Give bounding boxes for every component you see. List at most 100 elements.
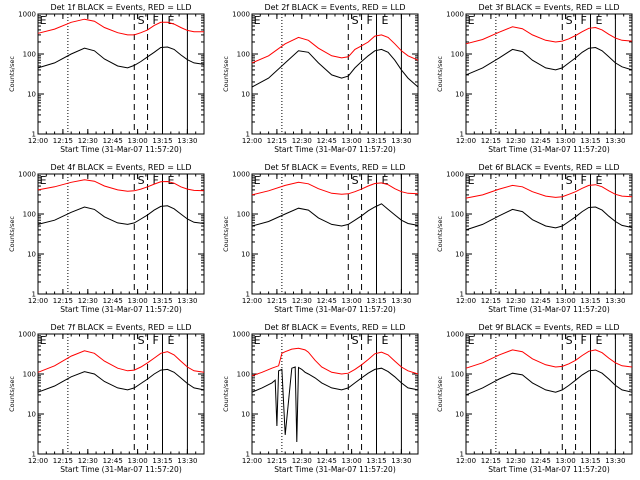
marker-label-s: S	[352, 14, 359, 27]
x-tick-label: 12:45	[531, 457, 551, 465]
marker-label-e: E	[595, 334, 602, 347]
x-tick-label: 13:00	[342, 457, 362, 465]
x-tick-label: 12:45	[317, 457, 337, 465]
x-tick-label: 12:15	[481, 297, 501, 305]
x-tick-label: 13:30	[391, 297, 411, 305]
marker-label-f: F	[153, 334, 159, 347]
marker-label-e: E	[40, 14, 47, 27]
marker-label-e: E	[595, 174, 602, 187]
y-tick-label: 100	[237, 51, 250, 59]
panel-title: Det 1f BLACK = Events, RED = LLD	[50, 3, 191, 12]
y-tick-label: 1000	[18, 11, 36, 19]
y-tick-label: 10	[455, 411, 464, 419]
series-lld-red	[251, 34, 419, 64]
panel-det-9f: Det 9f BLACK = Events, RED = LLD 1 10 100 10…	[436, 323, 633, 474]
panel-det-6f: Det 6f BLACK = Events, RED = LLD 1 10 100 10…	[436, 163, 633, 314]
x-tick-label: 12:00	[242, 297, 262, 305]
marker-label-s: S	[566, 174, 573, 187]
x-tick-label: 13:15	[580, 137, 600, 145]
marker-label-e: E	[468, 14, 475, 27]
y-tick-label: 100	[451, 371, 464, 379]
panel-det-3f: Det 3f BLACK = Events, RED = LLD 1 10 100 10…	[436, 3, 633, 154]
x-tick-label: 13:15	[152, 297, 172, 305]
x-tick-label: 12:00	[28, 137, 48, 145]
y-tick-label: 10	[455, 91, 464, 99]
x-tick-label: 12:15	[481, 457, 501, 465]
x-tick-label: 12:15	[53, 137, 73, 145]
y-tick-label: 1	[460, 131, 464, 139]
series-events-black	[251, 366, 419, 443]
marker-label-s: S	[138, 14, 145, 27]
marker-label-f: F	[581, 334, 587, 347]
y-tick-label: 1000	[232, 331, 250, 339]
y-axis-label: Counts/sec	[222, 376, 230, 412]
y-tick-label: 1000	[446, 11, 464, 19]
x-axis-label: Start Time (31-Mar-07 11:57:20)	[274, 305, 396, 314]
x-tick-label: 12:45	[103, 457, 123, 465]
marker-label-f: F	[581, 174, 587, 187]
plot-frame	[37, 333, 205, 455]
panel-title: Det 8f BLACK = Events, RED = LLD	[264, 323, 405, 332]
series-events-black	[465, 206, 633, 231]
panel-title: Det 5f BLACK = Events, RED = LLD	[264, 163, 405, 172]
y-tick-label: 1	[460, 451, 464, 459]
x-tick-label: 12:00	[242, 137, 262, 145]
y-tick-label: 10	[27, 91, 36, 99]
series-lld-red	[465, 184, 633, 199]
x-axis-label: Start Time (31-Mar-07 11:57:20)	[60, 145, 182, 154]
marker-label-e: E	[167, 334, 174, 347]
marker-label-e: E	[595, 14, 602, 27]
x-tick-label: 13:30	[177, 297, 197, 305]
x-tick-label: 12:45	[103, 297, 123, 305]
x-axis-label: Start Time (31-Mar-07 11:57:20)	[274, 145, 396, 154]
plot-frame	[37, 173, 205, 295]
marker-label-e: E	[167, 174, 174, 187]
plot-frame	[251, 13, 419, 135]
y-tick-label: 100	[23, 211, 36, 219]
x-tick-label: 12:15	[481, 137, 501, 145]
y-tick-label: 1	[246, 131, 250, 139]
x-tick-label: 12:15	[53, 457, 73, 465]
y-axis-label: Counts/sec	[222, 56, 230, 92]
x-tick-label: 12:45	[317, 137, 337, 145]
x-tick-label: 12:00	[456, 137, 476, 145]
series-lld-red	[251, 347, 419, 377]
marker-label-e: E	[40, 174, 47, 187]
y-tick-label: 100	[451, 51, 464, 59]
y-tick-label: 10	[27, 251, 36, 259]
y-axis-label: Counts/sec	[436, 56, 444, 92]
x-tick-label: 12:30	[506, 137, 526, 145]
x-tick-label: 12:30	[292, 137, 312, 145]
x-tick-label: 12:00	[28, 457, 48, 465]
y-axis-label: Counts/sec	[222, 216, 230, 252]
marker-label-e: E	[381, 14, 388, 27]
marker-label-e: E	[468, 334, 475, 347]
x-tick-label: 12:45	[103, 137, 123, 145]
x-tick-label: 13:15	[366, 137, 386, 145]
x-tick-label: 13:00	[556, 297, 576, 305]
series-events-black	[465, 46, 633, 76]
y-tick-label: 1000	[446, 331, 464, 339]
series-lld-red	[465, 26, 633, 45]
y-tick-label: 100	[451, 211, 464, 219]
y-axis-label: Counts/sec	[436, 376, 444, 412]
y-tick-label: 10	[241, 91, 250, 99]
y-tick-label: 10	[27, 411, 36, 419]
plot-frame	[465, 333, 633, 455]
panel-det-5f: Det 5f BLACK = Events, RED = LLD 1 10 100 10…	[222, 163, 419, 314]
x-tick-label: 13:15	[366, 457, 386, 465]
plot-frame	[465, 13, 633, 135]
panel-title: Det 3f BLACK = Events, RED = LLD	[478, 3, 619, 12]
marker-label-e: E	[254, 334, 261, 347]
x-tick-label: 13:00	[342, 137, 362, 145]
panel-det-2f: Det 2f BLACK = Events, RED = LLD 1 10 100 10…	[222, 3, 419, 154]
marker-label-f: F	[367, 334, 373, 347]
plot-frame	[251, 333, 419, 455]
y-tick-label: 1	[246, 451, 250, 459]
x-tick-label: 12:30	[292, 297, 312, 305]
x-tick-label: 13:00	[128, 457, 148, 465]
marker-label-s: S	[566, 14, 573, 27]
y-tick-label: 1000	[232, 171, 250, 179]
x-tick-label: 12:15	[53, 297, 73, 305]
